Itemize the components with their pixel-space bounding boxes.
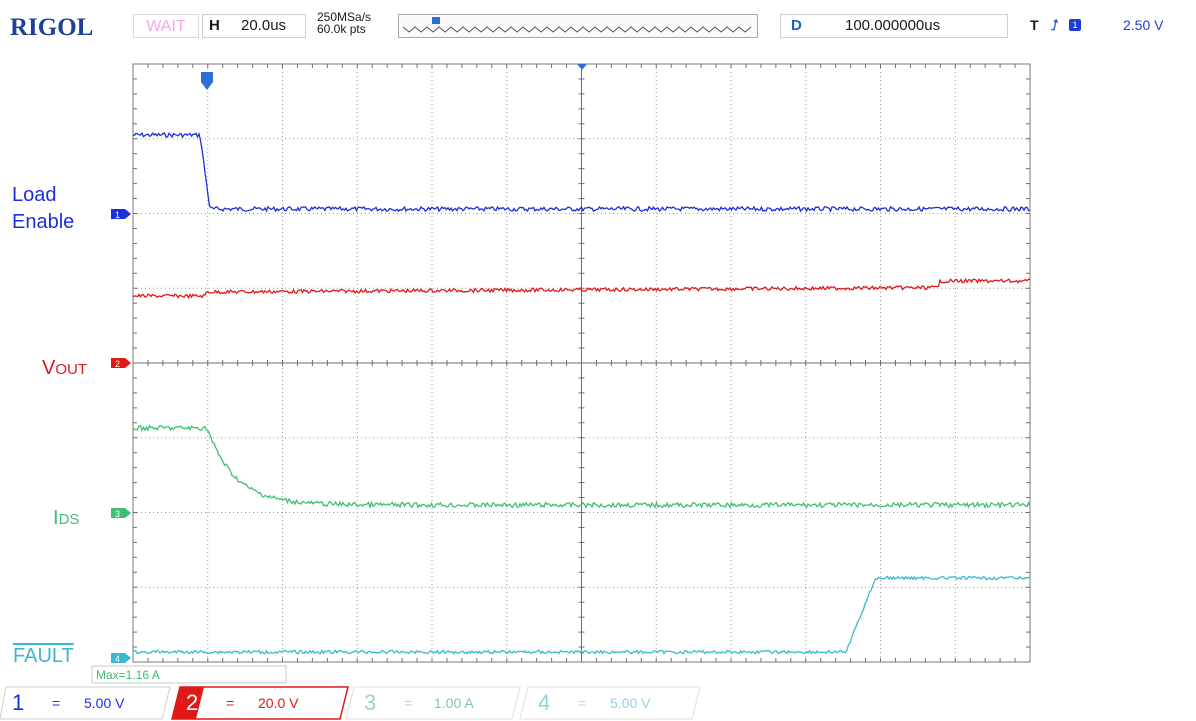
- channel-tab-shapes: [0, 686, 701, 720]
- ch2-label: VOUT: [42, 357, 88, 379]
- trigger-level: 2.50 V: [1123, 17, 1164, 33]
- trigger-box[interactable]: T ⭜ 1 2.50 V: [1020, 14, 1182, 38]
- svg-text:2: 2: [115, 359, 120, 369]
- ch2-ground-marker: 2: [111, 358, 131, 369]
- ch2-scale-tab[interactable]: 2 = 20.0 V: [172, 685, 348, 721]
- horizontal-timebase-box[interactable]: H 20.0us: [202, 14, 306, 38]
- ch4-scale-tab[interactable]: 4 = 5.00 V: [520, 685, 700, 721]
- ch3-scale-tab[interactable]: 3 = 1.00 A: [346, 685, 520, 721]
- svg-text:3: 3: [115, 509, 120, 519]
- ch2-scale: 20.0 V: [258, 695, 299, 711]
- ch4-coupling: =: [578, 695, 587, 711]
- ch4-waveform: [132, 575, 1031, 655]
- ch1-coupling: =: [52, 695, 61, 711]
- ch1-number: 1: [12, 690, 25, 715]
- ch4-scale: 5.00 V: [610, 695, 651, 711]
- ch2-coupling: =: [226, 695, 235, 711]
- ch1-scale: 5.00 V: [84, 695, 125, 711]
- ch3-ground-marker: 3: [111, 508, 131, 519]
- measurement-readout: Max=1.16 A: [96, 668, 160, 682]
- overview-trigger-marker-icon: [432, 17, 440, 24]
- top-status-bar: RIGOL WAIT H 20.0us 250MSa/s 60.0k pts D…: [0, 0, 1196, 48]
- graticule: [132, 63, 1031, 663]
- memory-overview-bar[interactable]: [398, 14, 758, 38]
- ch4-ground-marker: 4: [111, 653, 131, 664]
- sample-rate: 250MSa/s: [317, 10, 372, 24]
- measurement-box: [91, 665, 287, 684]
- timebase-value: 20.0us: [241, 17, 287, 34]
- channel-scale-bar: 1 = 5.00 V 2 = 20.0 V 3 = 1.00 A 4 = 5.0…: [0, 685, 1196, 721]
- brand-logo: RIGOL: [10, 14, 94, 41]
- svg-text:1: 1: [115, 210, 120, 220]
- trigger-source-badge: 1: [1069, 19, 1081, 31]
- ch1-waveform: [132, 131, 1031, 213]
- ch1-label: Load Enable: [12, 184, 75, 233]
- delay-key: D: [791, 17, 802, 34]
- ch3-number: 3: [364, 690, 377, 715]
- ch2-waveform: [132, 277, 1030, 300]
- acquisition-status: WAIT: [133, 14, 199, 38]
- rising-edge-icon: ⭜: [1051, 17, 1059, 33]
- ch2-number: 2: [186, 690, 199, 715]
- delay-box[interactable]: D 100.000000us: [780, 14, 1008, 38]
- ch3-label: IDS: [53, 507, 80, 529]
- trigger-position-marker-icon: [201, 72, 213, 90]
- delay-center-marker-icon: [577, 64, 587, 70]
- memory-depth: 60.0k pts: [317, 22, 366, 36]
- trigger-key: T: [1030, 17, 1039, 33]
- svg-text:4: 4: [115, 654, 120, 664]
- ch4-label: FAULT: [13, 645, 74, 667]
- ch3-coupling: =: [404, 695, 413, 711]
- overview-waveform: [402, 17, 752, 33]
- ch3-scale: 1.00 A: [434, 695, 474, 711]
- ch1-ground-marker: 1: [111, 209, 131, 220]
- ch4-number: 4: [538, 690, 551, 715]
- ch3-waveform: [132, 424, 1031, 510]
- delay-value: 100.000000us: [845, 17, 941, 34]
- ch1-scale-tab[interactable]: 1 = 5.00 V: [0, 685, 170, 721]
- sample-rate-info: 250MSa/s 60.0k pts: [317, 11, 371, 35]
- horizontal-key: H: [209, 17, 220, 34]
